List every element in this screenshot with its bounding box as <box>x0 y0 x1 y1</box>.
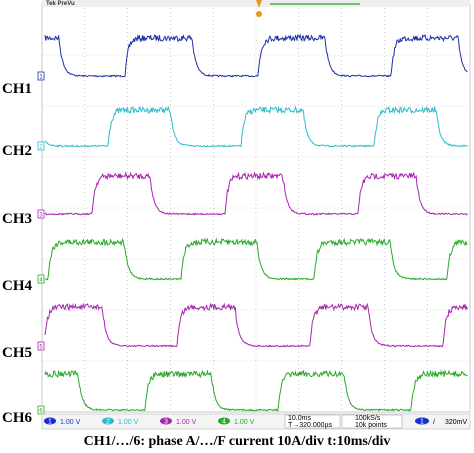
waveform <box>44 369 468 412</box>
waveform <box>44 237 468 281</box>
trigger-slope: / <box>433 419 435 426</box>
trigger-position: T→320.000µs <box>288 422 333 429</box>
caption: CH1/…/6: phase A/…/F current 10A/div t:1… <box>84 434 391 449</box>
timebase: 10.0ms <box>288 415 311 422</box>
channel-marker <box>37 341 45 351</box>
channel-label: CH4 <box>2 278 33 294</box>
channel-marker-text: 3 <box>39 213 43 219</box>
scale-channel: 2 <box>106 419 110 426</box>
channel-marker-text: 4 <box>39 278 43 284</box>
waveforms <box>44 33 468 412</box>
scale-badge <box>160 417 172 425</box>
channel-labels: CH1 1 CH2 2 CH3 3 CH4 4 CH5 5 CH6 6 <box>2 71 45 426</box>
scale-badge <box>102 417 114 425</box>
scale-channel: 3 <box>164 419 168 426</box>
sample-rate: 100kS/s <box>355 415 381 422</box>
channel-marker <box>37 141 45 151</box>
status-bar: 10.0ms T→320.000µs 100kS/s 10k points 1 … <box>41 413 471 430</box>
channel-label: CH5 <box>2 345 32 361</box>
acquisition-box <box>341 414 403 429</box>
scale-badge <box>218 417 230 425</box>
waveform <box>44 33 468 78</box>
trigger-marker-dot <box>256 11 262 17</box>
scale-value: 1.00 V <box>176 419 197 426</box>
channel-label: CH1 <box>2 81 32 97</box>
trigger-channel: 1 <box>420 419 424 426</box>
channel-marker <box>37 405 45 415</box>
scale-value: 1.00 V <box>234 419 255 426</box>
timebase-box <box>284 414 341 429</box>
scale-channel: 4 <box>222 419 226 426</box>
waveform <box>44 105 468 148</box>
channel-marker <box>37 274 45 284</box>
channel-label: CH3 <box>2 211 32 227</box>
channel-marker-text: 5 <box>39 345 43 351</box>
scale-value: 1.00 V <box>118 419 139 426</box>
waveform <box>44 171 468 216</box>
header-title: Tek PreVu <box>46 1 75 7</box>
channel-label: CH2 <box>2 143 32 159</box>
trigger-level: 320mV <box>445 419 468 426</box>
channel-marker-text: 1 <box>39 75 43 81</box>
channel-marker-text: 6 <box>39 409 43 415</box>
record-length: 10k points <box>355 422 387 429</box>
channel-marker-text: 2 <box>39 145 43 151</box>
waveform <box>44 302 468 348</box>
scale-badge <box>44 417 56 425</box>
trigger-channel-badge <box>415 417 429 425</box>
scale-value: 1.00 V <box>60 419 81 426</box>
channel-marker <box>37 209 45 219</box>
trigger-marker <box>256 0 262 8</box>
channel-label: CH6 <box>2 410 33 426</box>
channel-marker <box>37 71 45 81</box>
scale-channel: 1 <box>48 419 52 426</box>
header-bar <box>42 0 470 7</box>
grid <box>42 4 470 412</box>
